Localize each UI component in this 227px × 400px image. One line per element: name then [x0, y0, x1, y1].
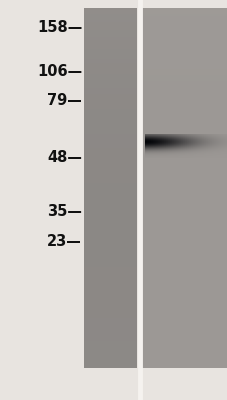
Text: 106—: 106— — [37, 64, 82, 78]
Text: 79—: 79— — [47, 93, 82, 108]
Text: 23—: 23— — [47, 234, 82, 249]
Text: 35—: 35— — [47, 204, 82, 219]
Text: 48—: 48— — [47, 150, 82, 165]
Text: 158—: 158— — [37, 20, 82, 35]
